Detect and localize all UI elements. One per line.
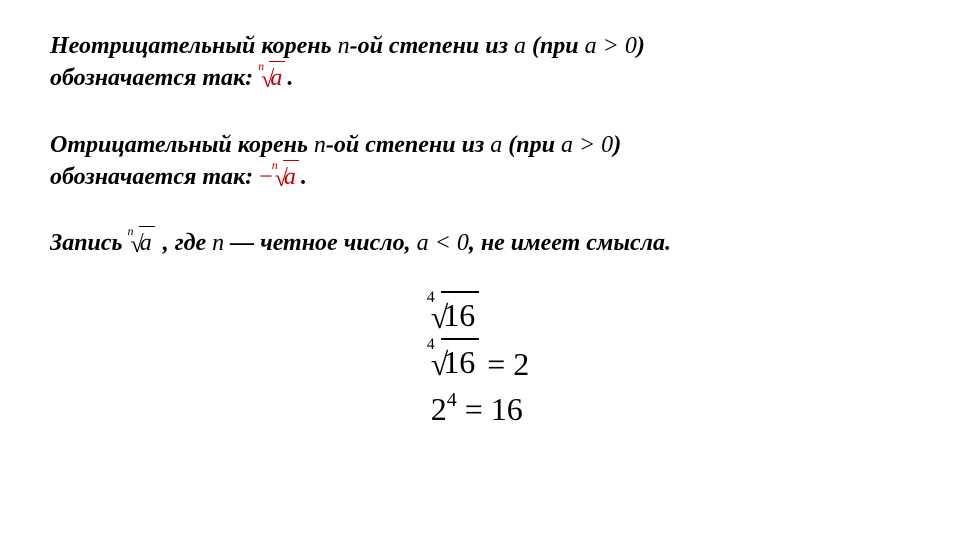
var-n: n	[314, 132, 326, 158]
minus-sign: −	[259, 164, 273, 190]
text: обозначается так:	[50, 164, 259, 190]
root-index: n	[128, 223, 134, 239]
cond-op: > 0	[597, 33, 637, 59]
radicand: a	[269, 61, 285, 94]
exponent: 4	[447, 389, 457, 411]
var-a: a	[490, 132, 502, 158]
paragraph-3: Запись n√a , где n — четное число, a < 0…	[50, 227, 910, 261]
text: -ой степени из	[350, 33, 514, 59]
text: (при	[526, 33, 585, 59]
nth-root: n√a	[131, 228, 155, 261]
root-index: 4	[427, 334, 435, 356]
period: .	[301, 164, 307, 190]
result: 16	[491, 391, 523, 427]
result: 2	[513, 346, 529, 382]
cond-var: a	[417, 230, 429, 256]
text: Запись	[50, 230, 129, 256]
cond-op: < 0	[429, 230, 469, 256]
root-expr: 4√16	[431, 340, 480, 387]
cond-op: > 0	[573, 132, 613, 158]
example-1: 4√16	[431, 293, 530, 340]
text: обозначается так:	[50, 65, 259, 91]
nth-root-red: n√a	[261, 63, 285, 96]
text: Отрицательный корень	[50, 132, 314, 158]
var-n: n	[338, 33, 350, 59]
radicand: a	[139, 226, 155, 259]
equals: =	[479, 346, 513, 382]
period: .	[287, 65, 293, 91]
example-2: 4√16 = 2	[431, 340, 530, 387]
paragraph-2: Отрицательный корень n-ой степени из a (…	[50, 129, 910, 196]
text: -ой степени из	[326, 132, 490, 158]
cond-var: a	[585, 33, 597, 59]
text: , где	[157, 230, 212, 256]
root-expr: 4√16	[431, 293, 480, 340]
root-index: n	[258, 58, 264, 74]
radicand: a	[283, 160, 299, 193]
text: Неотрицательный корень	[50, 33, 338, 59]
var-a: a	[514, 33, 526, 59]
paragraph-1: Неотрицательный корень n-ой степени из a…	[50, 30, 910, 97]
examples-block: 4√16 4√16 = 2 24 = 16	[50, 293, 910, 431]
root-index: 4	[427, 287, 435, 309]
text: )	[613, 132, 621, 158]
equals: =	[457, 391, 491, 427]
radicand: 16	[441, 338, 479, 385]
root-index: n	[272, 157, 278, 173]
var-n: n	[212, 230, 224, 256]
example-3: 24 = 16	[431, 387, 530, 432]
text: — четное число,	[224, 230, 417, 256]
base: 2	[431, 391, 447, 427]
text: , не имеет смысла.	[469, 230, 671, 256]
text: (при	[502, 132, 561, 158]
cond-var: a	[561, 132, 573, 158]
neg-nth-root-red: −n√a	[259, 161, 301, 195]
radicand: 16	[441, 291, 479, 338]
text: )	[637, 33, 645, 59]
